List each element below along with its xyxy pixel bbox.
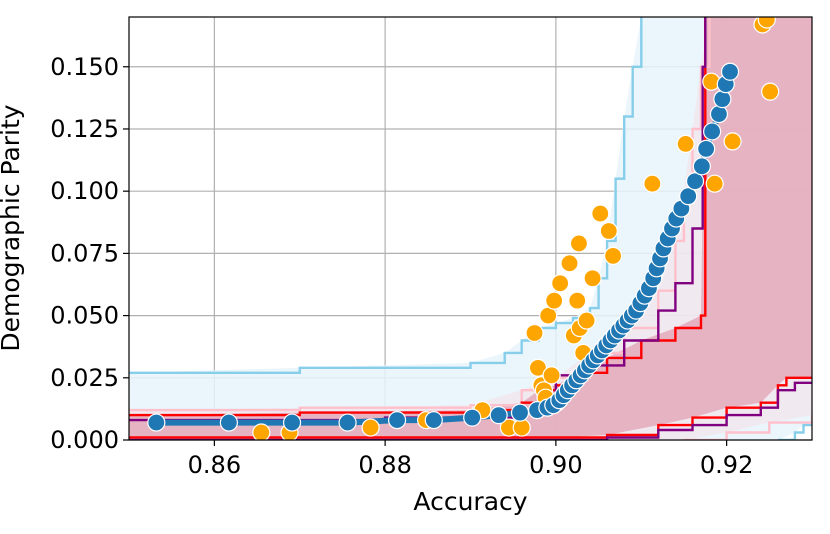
blue-point	[424, 410, 443, 430]
blue-point	[147, 413, 166, 432]
blue-point	[387, 410, 407, 430]
orange-point	[568, 291, 587, 310]
blue-point	[720, 62, 740, 81]
purple-band-lower	[129, 381, 812, 440]
blue-point	[510, 403, 530, 422]
blue-point	[685, 172, 705, 191]
points	[147, 17, 780, 440]
blue-point	[697, 139, 716, 158]
plot-frame	[128, 16, 813, 441]
sky-band-lower	[777, 420, 812, 440]
blue-point	[713, 90, 732, 109]
blue-point	[679, 187, 698, 206]
x-tick-label: 0.92	[700, 451, 753, 479]
orange-point	[542, 366, 561, 385]
blue-point	[282, 413, 302, 432]
orange-point	[705, 174, 724, 193]
y-ticks: 0.000 0.025 0.050 0.075 0.100 0.125 0.150	[50, 53, 129, 454]
orange-point	[577, 311, 596, 330]
orange-point	[512, 418, 531, 437]
orange-point	[545, 291, 564, 310]
blue-point	[489, 406, 508, 425]
x-tick-label: 0.90	[529, 451, 582, 479]
blue-point	[703, 122, 722, 141]
orange-point	[603, 246, 623, 265]
y-tick-label: 0.050	[50, 302, 119, 330]
y-tick-label: 0.000	[50, 426, 119, 454]
orange-point	[252, 423, 271, 440]
x-tick-label: 0.88	[358, 451, 411, 479]
orange-point	[361, 418, 380, 437]
blue-point	[338, 413, 357, 432]
orange-point	[676, 134, 695, 153]
x-axis-label: Accuracy	[413, 487, 527, 516]
y-tick-label: 0.100	[50, 177, 119, 205]
x-ticks: 0.86 0.88 0.90 0.92	[188, 440, 753, 479]
orange-point	[551, 274, 570, 293]
y-tick-label: 0.025	[50, 364, 119, 392]
y-tick-label: 0.075	[50, 239, 119, 267]
orange-point	[643, 174, 662, 193]
blue-point	[709, 104, 729, 124]
y-tick-label: 0.150	[50, 53, 119, 81]
orange-point	[761, 82, 780, 101]
y-axis-label: Demographic Parity	[0, 104, 25, 351]
orange-point	[591, 204, 610, 223]
blue-point	[463, 408, 482, 427]
pink-band-lower	[683, 415, 812, 440]
orange-point	[525, 323, 544, 343]
orange-point	[757, 17, 776, 29]
orange-point	[723, 132, 742, 151]
pink-band-fill	[129, 17, 812, 440]
x-tick-label: 0.86	[188, 451, 241, 479]
y-tick-label: 0.125	[50, 115, 119, 143]
red-band-fill	[129, 17, 812, 440]
orange-point	[599, 221, 618, 241]
sky-band-upper	[129, 17, 643, 374]
orange-point	[583, 269, 602, 288]
orange-point	[569, 234, 589, 253]
blue-point	[692, 157, 711, 176]
blue-point	[219, 413, 238, 432]
orange-point	[560, 254, 579, 273]
